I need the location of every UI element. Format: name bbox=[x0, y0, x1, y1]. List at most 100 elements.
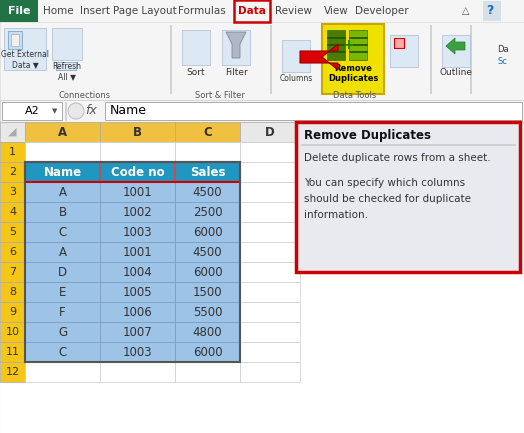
Bar bbox=[0, 302, 25, 322]
Bar bbox=[240, 122, 300, 142]
Bar bbox=[327, 30, 345, 60]
Bar bbox=[25, 142, 100, 162]
Bar bbox=[8, 31, 22, 49]
Text: Name: Name bbox=[43, 165, 82, 178]
Text: 1: 1 bbox=[9, 147, 16, 157]
Bar bbox=[240, 302, 300, 322]
Text: 6000: 6000 bbox=[193, 226, 222, 239]
Bar bbox=[240, 222, 300, 242]
Text: View: View bbox=[324, 6, 348, 16]
Text: 6: 6 bbox=[9, 247, 16, 257]
Text: Sales: Sales bbox=[190, 165, 225, 178]
Text: 1001: 1001 bbox=[123, 185, 152, 198]
Text: Page Layout: Page Layout bbox=[113, 6, 177, 16]
Bar bbox=[25, 122, 100, 142]
Bar bbox=[327, 37, 345, 38]
Bar bbox=[65, 102, 66, 120]
Bar bbox=[0, 222, 25, 242]
Bar bbox=[240, 182, 300, 202]
Bar bbox=[0, 0, 524, 22]
Bar bbox=[25, 342, 100, 362]
Text: Remove
Duplicates: Remove Duplicates bbox=[328, 64, 378, 84]
Bar bbox=[100, 302, 175, 322]
Bar bbox=[442, 35, 470, 67]
Polygon shape bbox=[300, 44, 338, 70]
Text: E: E bbox=[59, 285, 66, 298]
Bar bbox=[175, 262, 240, 282]
Text: Code no: Code no bbox=[111, 165, 165, 178]
Bar bbox=[100, 182, 175, 202]
Bar bbox=[170, 25, 171, 93]
Bar bbox=[100, 222, 175, 242]
Bar bbox=[25, 282, 100, 302]
Text: 1006: 1006 bbox=[123, 306, 152, 319]
Bar bbox=[175, 242, 240, 262]
Text: D: D bbox=[58, 265, 67, 278]
Text: 4500: 4500 bbox=[193, 185, 222, 198]
Text: 3: 3 bbox=[9, 187, 16, 197]
Bar bbox=[0, 182, 25, 202]
Bar bbox=[349, 51, 367, 52]
Bar bbox=[240, 142, 300, 162]
Bar bbox=[327, 51, 345, 52]
Text: Data: Data bbox=[238, 6, 266, 16]
Text: 6000: 6000 bbox=[193, 346, 222, 359]
Text: Remove Duplicates: Remove Duplicates bbox=[304, 129, 431, 142]
Bar bbox=[25, 222, 100, 242]
Bar bbox=[0, 0, 38, 22]
Text: Sort & Filter: Sort & Filter bbox=[195, 90, 245, 100]
Bar bbox=[25, 162, 240, 182]
Bar bbox=[240, 322, 300, 342]
Bar bbox=[240, 242, 300, 262]
Bar bbox=[100, 322, 175, 342]
Bar bbox=[175, 162, 240, 182]
Bar bbox=[105, 102, 522, 120]
Bar bbox=[240, 202, 300, 222]
Text: Sc: Sc bbox=[497, 58, 507, 67]
Bar bbox=[25, 302, 100, 322]
Bar bbox=[0, 282, 25, 302]
Bar bbox=[175, 222, 240, 242]
Bar bbox=[322, 24, 384, 94]
Text: You can specify which columns: You can specify which columns bbox=[304, 178, 465, 188]
Text: information.: information. bbox=[304, 210, 368, 220]
Text: 5: 5 bbox=[9, 227, 16, 237]
Bar bbox=[25, 262, 100, 282]
Bar bbox=[0, 362, 25, 382]
Bar bbox=[25, 362, 100, 382]
Text: B: B bbox=[133, 126, 142, 139]
Text: 4: 4 bbox=[9, 207, 16, 217]
Bar bbox=[100, 362, 175, 382]
Bar bbox=[182, 30, 210, 65]
Text: Columns: Columns bbox=[279, 74, 313, 83]
Bar bbox=[175, 322, 240, 342]
Bar bbox=[0, 122, 25, 142]
Bar bbox=[0, 342, 25, 362]
Text: 4500: 4500 bbox=[193, 246, 222, 259]
Text: 1002: 1002 bbox=[123, 206, 152, 219]
Bar bbox=[430, 25, 431, 93]
Text: Home: Home bbox=[42, 6, 73, 16]
Bar bbox=[296, 122, 520, 272]
Polygon shape bbox=[226, 32, 246, 58]
Text: Get External
Data ▼: Get External Data ▼ bbox=[1, 50, 49, 69]
Bar bbox=[222, 30, 250, 65]
Bar bbox=[25, 182, 100, 202]
Bar bbox=[240, 282, 300, 302]
Bar bbox=[175, 182, 240, 202]
Bar bbox=[100, 202, 175, 222]
Bar bbox=[301, 144, 515, 145]
Bar bbox=[0, 262, 25, 282]
Bar bbox=[175, 122, 240, 142]
Bar bbox=[234, 0, 270, 22]
Bar bbox=[56, 62, 76, 70]
Bar bbox=[175, 202, 240, 222]
Bar bbox=[100, 162, 175, 182]
Bar bbox=[100, 142, 175, 162]
Text: Da: Da bbox=[497, 45, 509, 55]
Bar bbox=[0, 22, 524, 100]
Text: 6000: 6000 bbox=[193, 265, 222, 278]
Bar bbox=[100, 262, 175, 282]
Bar bbox=[100, 342, 175, 362]
Bar bbox=[11, 34, 19, 46]
